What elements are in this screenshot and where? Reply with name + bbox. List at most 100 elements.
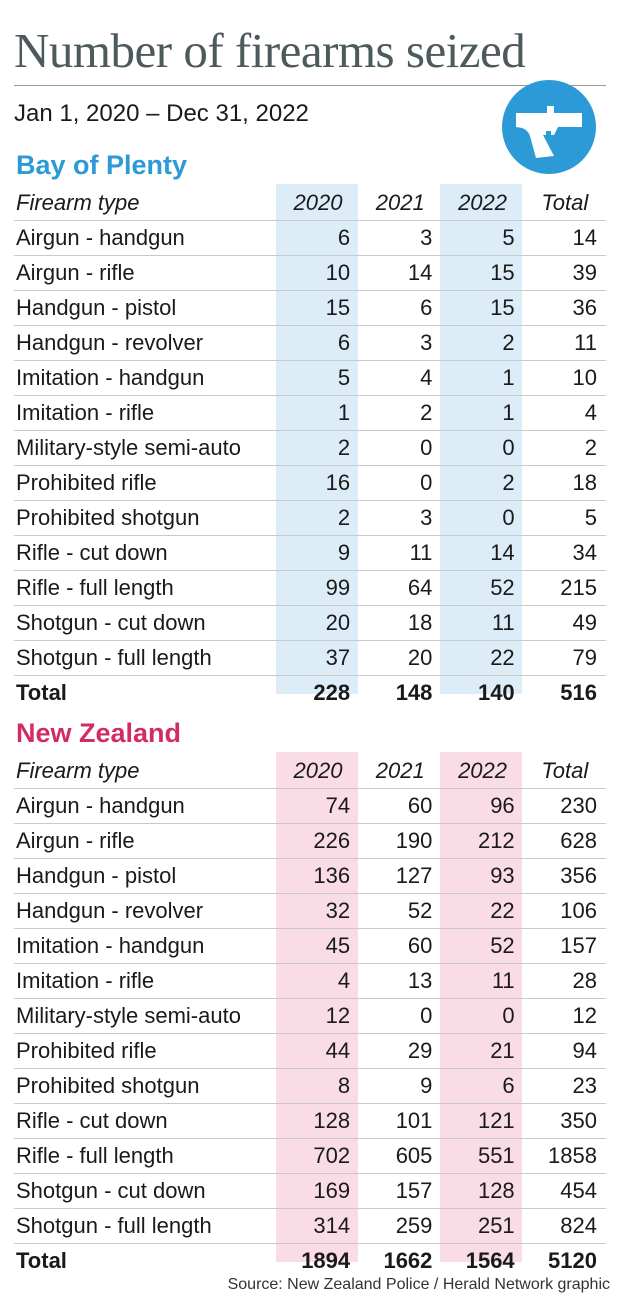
count-cell: 4 (584, 400, 597, 425)
count-cell: 128 (477, 1178, 515, 1203)
table-row: Rifle - cut down 9 11 14 34 (14, 536, 606, 571)
count-cell: 23 (572, 1073, 597, 1098)
table-row: Airgun - rifle 10 14 15 39 (14, 256, 606, 291)
table-row: Prohibited shotgun 8 9 6 23 (14, 1069, 606, 1104)
firearm-type-cell: Imitation - handgun (16, 365, 205, 390)
count-cell: 99 (325, 575, 351, 600)
total-row: Total 1894 1662 1564 5120 (14, 1244, 606, 1279)
count-cell: 0 (420, 470, 433, 495)
count-cell: 1 (337, 400, 351, 425)
count-cell: 2 (502, 470, 515, 495)
table-row: Prohibited rifle 44 29 21 94 (14, 1034, 606, 1069)
table-row: Handgun - revolver 6 3 2 11 (14, 326, 606, 361)
count-cell: 14 (407, 260, 433, 285)
count-cell: 22 (490, 645, 515, 670)
total-value: 140 (477, 680, 515, 705)
count-cell: 15 (490, 295, 515, 320)
table-row: Military-style semi-auto 12 0 0 12 (14, 999, 606, 1034)
count-cell: 106 (560, 898, 597, 923)
count-cell: 356 (560, 863, 597, 888)
count-cell: 454 (560, 1178, 597, 1203)
firearm-type-cell: Rifle - full length (16, 1143, 174, 1168)
count-cell: 16 (325, 470, 351, 495)
count-cell: 12 (572, 1003, 597, 1028)
table-row: Rifle - full length 99 64 52 215 (14, 571, 606, 606)
firearm-type-cell: Imitation - handgun (16, 933, 205, 958)
count-cell: 8 (337, 1073, 351, 1098)
bop-table: Firearm type 2020 2021 2022 Total Airgun - h… (14, 186, 606, 710)
count-cell: 60 (407, 793, 433, 818)
firearm-type-cell: Rifle - cut down (16, 1108, 168, 1133)
count-cell: 45 (325, 933, 351, 958)
bop-column-header: Total (541, 190, 589, 215)
total-label: Total (16, 680, 67, 705)
firearm-type-cell: Imitation - rifle (16, 968, 155, 993)
count-cell: 5 (584, 505, 597, 530)
count-cell: 0 (502, 435, 515, 460)
nz-2022-column-highlight (440, 752, 522, 1262)
count-cell: 39 (572, 260, 597, 285)
source-credit: Source: New Zealand Police / Herald Netw… (227, 1276, 610, 1293)
count-cell: 6 (337, 225, 351, 250)
firearm-type-cell: Military-style semi-auto (16, 435, 241, 460)
date-range-subtitle: Jan 1, 2020 – Dec 31, 2022 (14, 100, 309, 127)
count-cell: 14 (490, 540, 515, 565)
count-cell: 60 (407, 933, 433, 958)
table-row: Imitation - rifle 4 13 11 28 (14, 964, 606, 999)
count-cell: 157 (395, 1178, 433, 1203)
total-value: 5120 (548, 1248, 597, 1273)
table-row: Prohibited rifle 16 0 2 18 (14, 466, 606, 501)
nz-table: Firearm type 2020 2021 2022 Total Airgun - h… (14, 754, 606, 1278)
nz-table-body: Airgun - handgun 74 60 96 230 Airgun - rifle 2… (14, 789, 606, 1279)
firearm-type-cell: Shotgun - full length (16, 645, 212, 670)
firearm-type-cell: Airgun - handgun (16, 225, 185, 250)
count-cell: 44 (325, 1038, 351, 1063)
count-cell: 1 (502, 400, 515, 425)
count-cell: 4 (420, 365, 433, 390)
table-row: Military-style semi-auto 2 0 0 2 (14, 431, 606, 466)
total-value: 1564 (465, 1248, 515, 1273)
firearm-type-cell: Shotgun - cut down (16, 610, 206, 635)
table-row: Handgun - pistol 15 6 15 36 (14, 291, 606, 326)
count-cell: 49 (572, 610, 597, 635)
count-cell: 350 (560, 1108, 597, 1133)
handgun-icon (516, 106, 582, 158)
total-label: Total (16, 1248, 67, 1273)
page-title: Number of firearms seized (14, 23, 526, 78)
bop-2020-column-highlight (276, 184, 358, 694)
count-cell: 4 (337, 968, 351, 993)
firearm-type-cell: Handgun - pistol (16, 295, 177, 320)
count-cell: 52 (407, 898, 433, 923)
bop-column-header: 2020 (293, 190, 343, 215)
count-cell: 18 (407, 610, 433, 635)
table-row: Airgun - handgun 6 3 5 14 (14, 221, 606, 256)
count-cell: 0 (420, 1003, 433, 1028)
table-row: Airgun - handgun 74 60 96 230 (14, 789, 606, 824)
table-row: Handgun - revolver 32 52 22 106 (14, 894, 606, 929)
count-cell: 14 (572, 225, 597, 250)
bop-header-row: Firearm type 2020 2021 2022 Total (14, 186, 606, 221)
firearm-type-cell: Rifle - cut down (16, 540, 168, 565)
count-cell: 0 (502, 1003, 515, 1028)
count-cell: 0 (420, 435, 433, 460)
count-cell: 93 (490, 863, 515, 888)
count-cell: 11 (574, 330, 597, 355)
count-cell: 136 (313, 863, 351, 888)
count-cell: 190 (395, 828, 433, 853)
firearm-type-cell: Prohibited rifle (16, 1038, 157, 1063)
count-cell: 10 (572, 365, 597, 390)
count-cell: 20 (325, 610, 351, 635)
table-row: Airgun - rifle 226 190 212 628 (14, 824, 606, 859)
table-row: Shotgun - full length 314 259 251 824 (14, 1209, 606, 1244)
count-cell: 3 (420, 505, 433, 530)
count-cell: 0 (502, 505, 515, 530)
bop-section-title: Bay of Plenty (16, 150, 188, 180)
table-row: Shotgun - cut down 20 18 11 49 (14, 606, 606, 641)
count-cell: 15 (325, 295, 351, 320)
firearm-type-cell: Shotgun - full length (16, 1213, 212, 1238)
table-row: Shotgun - full length 37 20 22 79 (14, 641, 606, 676)
total-value: 516 (560, 680, 597, 705)
count-cell: 824 (560, 1213, 597, 1238)
count-cell: 22 (490, 898, 515, 923)
table-row: Rifle - cut down 128 101 121 350 (14, 1104, 606, 1139)
